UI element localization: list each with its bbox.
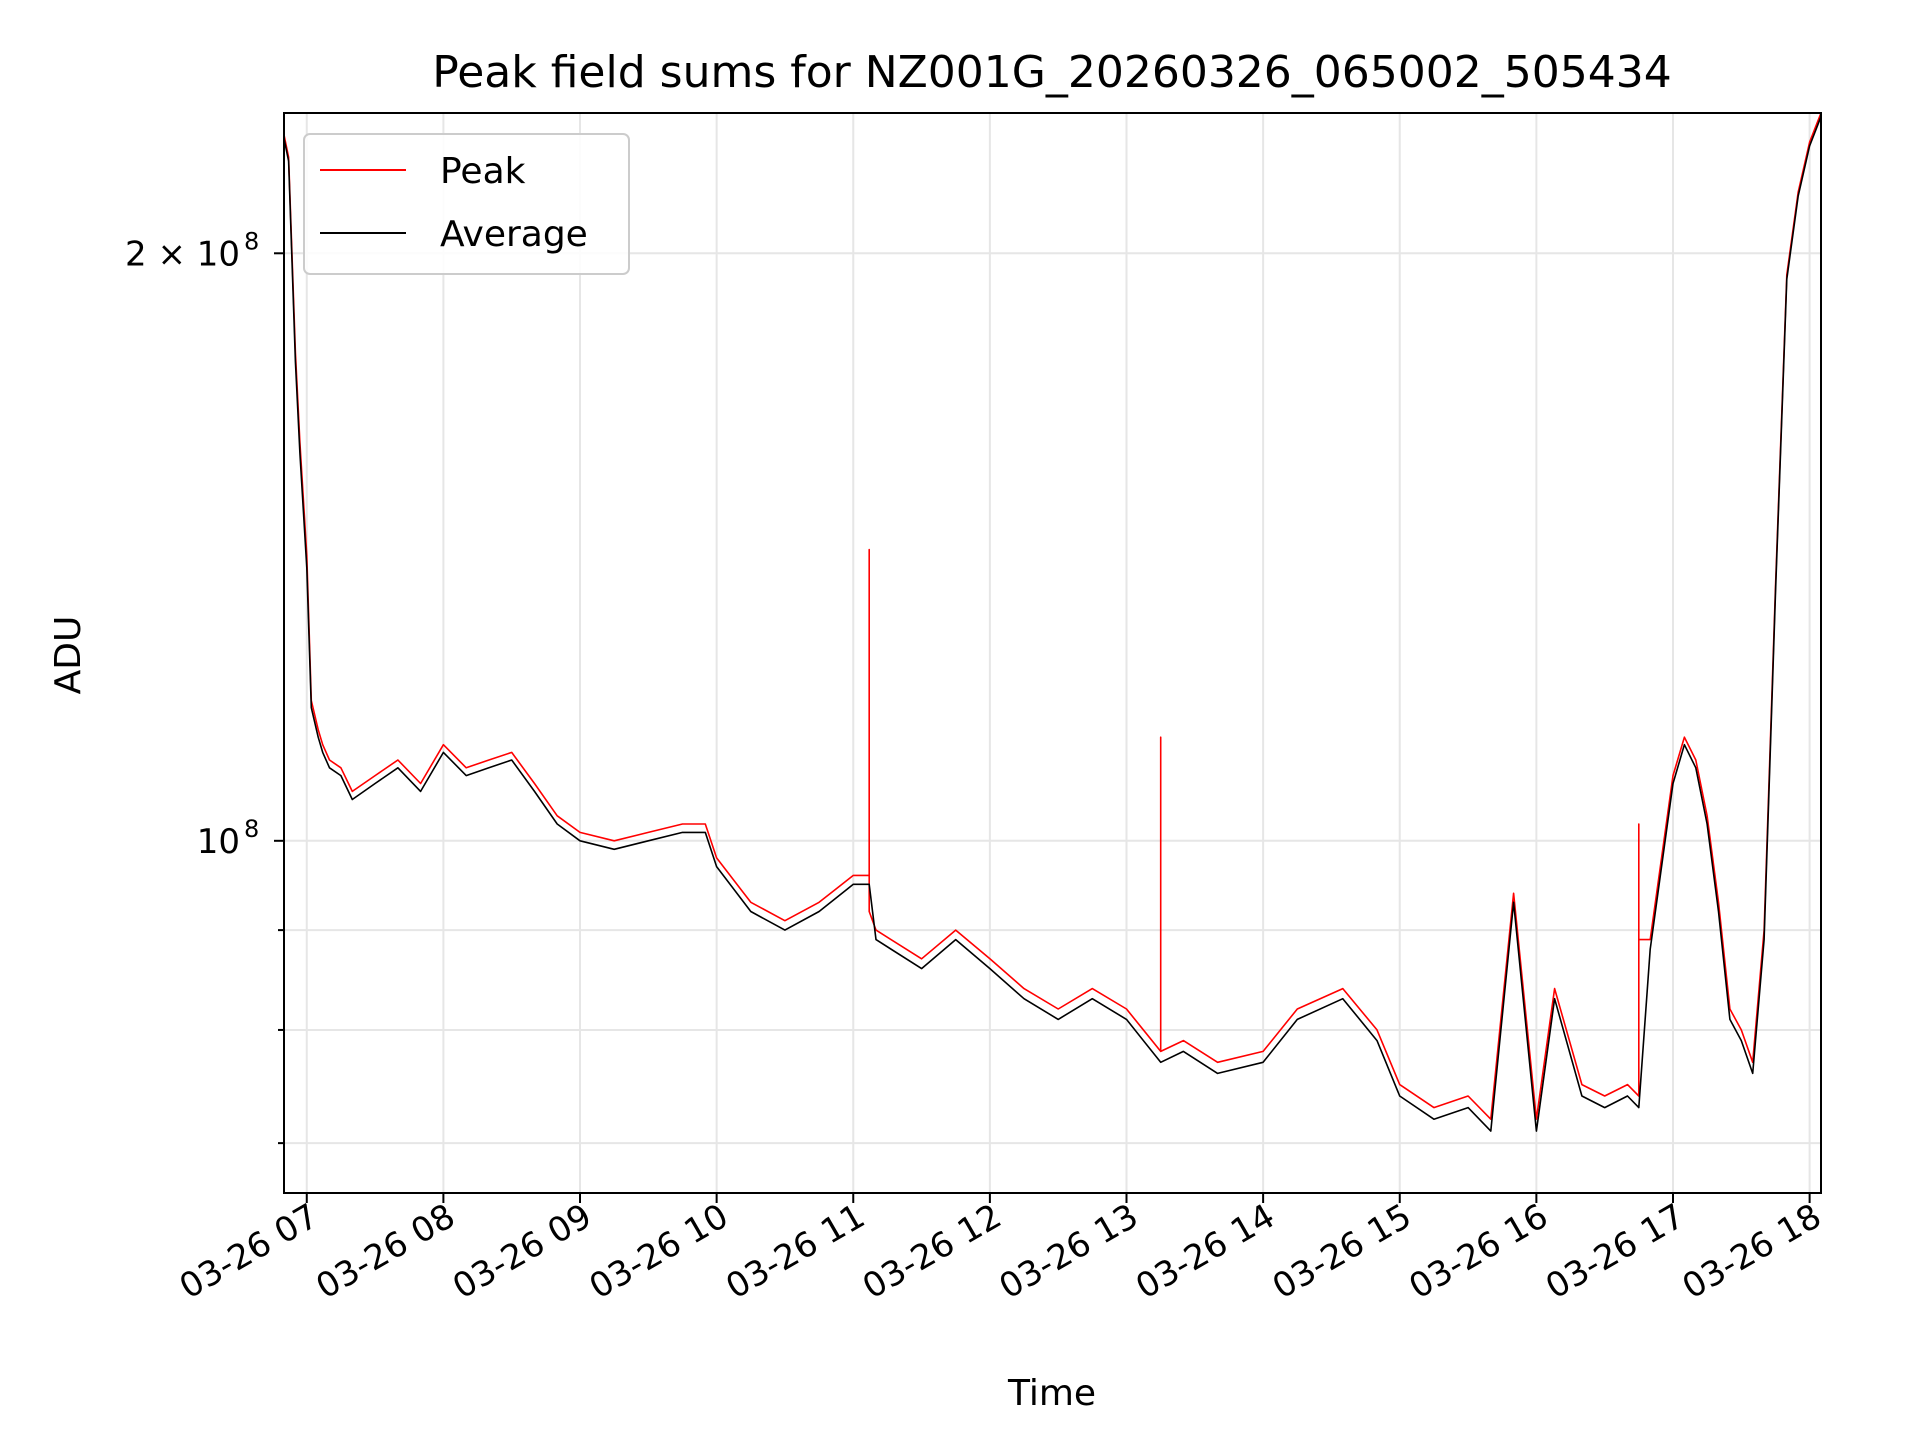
series-line-average: [283, 116, 1822, 1132]
axes-frame: [283, 112, 1822, 1194]
y-axis-label: ADU: [48, 616, 89, 695]
y-tick-exponent: 8: [244, 227, 259, 255]
x-axis-label: Time: [1007, 1373, 1096, 1414]
y-tick-label: 2 × 10: [125, 234, 240, 274]
grid-layer: [284, 113, 1821, 1193]
chart-title: Peak field sums for NZ001G_20260326_0650…: [432, 47, 1671, 98]
legend-label-peak: Peak: [440, 151, 526, 192]
series-line-peak: [283, 112, 1822, 1120]
legend: Peak Average: [303, 133, 630, 275]
y-tick-exponent: 8: [244, 815, 259, 843]
y-tick-label: 10: [197, 822, 240, 862]
legend-label-average: Average: [440, 214, 588, 255]
series-layer: [283, 112, 1822, 1132]
